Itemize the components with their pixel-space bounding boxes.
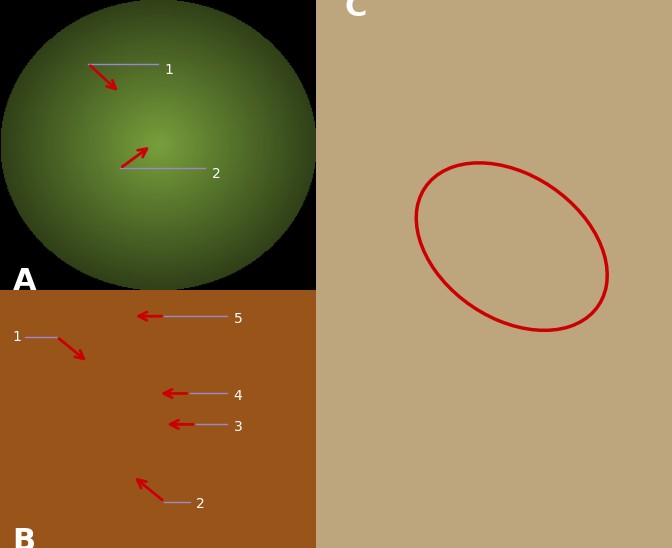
Text: 1: 1: [13, 330, 22, 344]
Text: 4: 4: [234, 389, 243, 403]
Text: 1: 1: [164, 62, 173, 77]
Text: 2: 2: [212, 167, 220, 181]
Text: 5: 5: [234, 312, 243, 326]
Text: A: A: [13, 267, 36, 296]
Text: B: B: [13, 527, 36, 548]
Text: 2: 2: [196, 497, 204, 511]
Text: 3: 3: [234, 420, 243, 434]
Text: C: C: [344, 0, 367, 22]
